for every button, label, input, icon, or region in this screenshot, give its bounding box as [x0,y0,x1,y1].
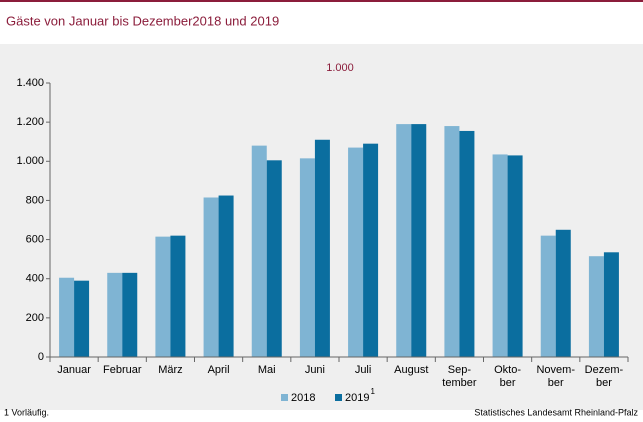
bar [299,158,315,357]
legend-label: 2019 [345,392,369,404]
bar [314,139,330,357]
x-tick-label: Dezem- [585,364,624,376]
bar [588,256,604,357]
bar [251,145,267,357]
bar [459,130,475,357]
x-tick-label: Januar [57,364,91,376]
top-border [0,0,643,2]
y-tick-label: 0 [38,351,44,363]
bar [507,155,523,357]
bar [396,124,412,357]
bar [492,154,508,357]
x-tick-label: tember [442,377,477,389]
x-tick-label: Februar [103,364,142,376]
bar [540,235,556,357]
bar [266,160,282,357]
footnote: 1 Vorläufig. [4,407,49,417]
x-tick-label: März [158,364,182,376]
source: Statistisches Landesamt Rheinland-Pfalz [474,407,638,417]
bar [603,252,619,357]
bar [59,277,75,357]
y-tick-label: 800 [26,194,44,206]
x-tick-label: Juli [355,364,372,376]
bar [170,235,186,357]
bar [122,272,138,357]
y-tick-label: 600 [26,233,44,245]
legend-superscript: 1 [370,387,375,396]
x-tick-label: Novem- [536,364,575,376]
legend-swatch [335,394,342,401]
x-tick-label: ber [596,377,612,389]
bar [203,197,219,357]
bar [411,124,427,357]
y-tick-label: 1.000 [16,155,44,167]
chart-title: Gäste von Januar bis Dezember2018 und 20… [6,13,279,28]
bar [348,147,364,357]
x-tick-label: August [394,364,428,376]
x-tick-label: Sep- [448,364,472,376]
x-tick-label: ber [500,377,516,389]
bar [555,229,571,357]
x-tick-label: ber [548,377,564,389]
bar [363,143,379,357]
legend-label: 2018 [291,392,315,404]
x-tick-label: Juni [305,364,325,376]
bar [444,126,460,357]
unit-label: 1.000 [326,62,354,74]
bar [155,236,171,357]
bar [74,280,90,357]
y-tick-label: 200 [26,312,44,324]
x-tick-label: April [208,364,230,376]
y-tick-label: 1.200 [16,116,44,128]
bar [107,272,123,357]
x-tick-label: Mai [258,364,276,376]
y-tick-label: 400 [26,273,44,285]
y-tick-label: 1.400 [16,77,44,89]
bar [218,195,234,357]
legend-swatch [281,394,288,401]
x-tick-label: Okto- [494,364,521,376]
